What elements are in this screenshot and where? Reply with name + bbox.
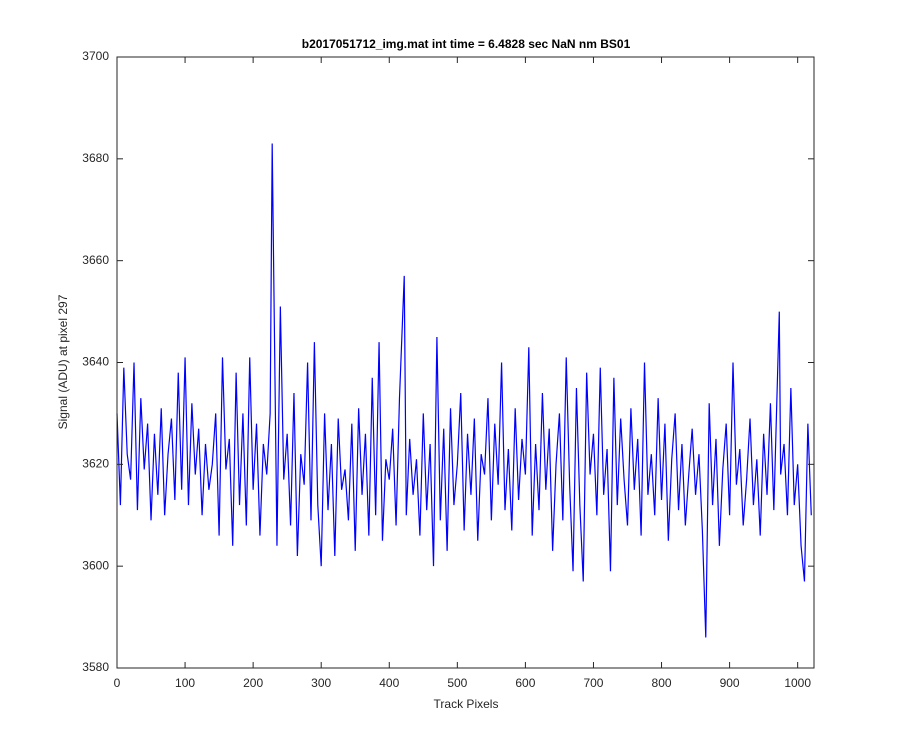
x-tick-label: 800 [652, 676, 672, 690]
y-tick-label: 3640 [82, 355, 109, 369]
y-tick-label: 3600 [82, 558, 109, 572]
y-tick-label: 3660 [82, 253, 109, 267]
x-tick-label: 700 [583, 676, 603, 690]
x-tick-label: 0 [114, 676, 121, 690]
x-tick-label: 600 [515, 676, 535, 690]
data-line [116, 143, 812, 638]
x-tick-label: 400 [379, 676, 399, 690]
y-tick-label: 3620 [82, 457, 109, 471]
x-tick-label: 100 [175, 676, 195, 690]
chart-title: b2017051712_img.mat int time = 6.4828 se… [302, 37, 631, 51]
x-tick-label: 200 [243, 676, 263, 690]
y-tick-label: 3580 [82, 660, 109, 674]
y-tick-label: 3700 [82, 49, 109, 63]
x-tick-label: 900 [720, 676, 740, 690]
x-tick-label: 500 [447, 676, 467, 690]
y-axis-label: Signal (ADU) at pixel 297 [56, 294, 70, 429]
y-tick-label: 3680 [82, 151, 109, 165]
x-tick-label: 1000 [784, 676, 811, 690]
plot-area [117, 57, 814, 668]
x-tick-label: 300 [311, 676, 331, 690]
x-axis-label: Track Pixels [434, 697, 499, 711]
